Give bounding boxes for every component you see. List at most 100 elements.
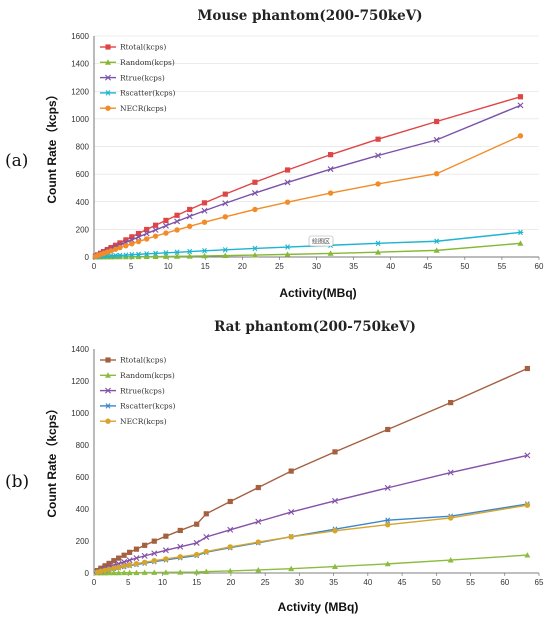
data-point bbox=[447, 557, 454, 563]
data-point bbox=[133, 546, 140, 552]
data-point bbox=[284, 167, 291, 173]
legend-label: Random(kcps) bbox=[120, 58, 175, 67]
data-point bbox=[144, 226, 150, 233]
x-tick-label: 35 bbox=[349, 262, 358, 271]
y-tick-label: 1200 bbox=[71, 87, 89, 96]
data-point bbox=[517, 229, 524, 236]
data-point bbox=[255, 484, 261, 491]
data-point bbox=[331, 497, 338, 504]
data-point bbox=[433, 247, 440, 253]
x-tick-label: 0 bbox=[92, 578, 97, 587]
y-tick-label: 1400 bbox=[71, 60, 89, 69]
legend-marker bbox=[105, 90, 111, 96]
data-point bbox=[252, 206, 258, 213]
data-point bbox=[174, 218, 181, 225]
legend-item: Rtrue(kcps) bbox=[100, 386, 165, 395]
legend-label: Rtrue(kcps) bbox=[120, 73, 165, 82]
data-point bbox=[385, 426, 391, 433]
y-tick-label: 600 bbox=[76, 473, 90, 482]
data-point bbox=[186, 213, 193, 220]
data-point bbox=[222, 252, 229, 259]
x-tick-label: 35 bbox=[329, 578, 338, 587]
data-point bbox=[201, 200, 208, 206]
x-tick-label: 5 bbox=[129, 262, 134, 271]
data-point bbox=[111, 558, 117, 564]
data-point bbox=[128, 253, 135, 260]
data-point bbox=[151, 557, 157, 564]
y-axis-title-b: Count Rate（kcps） bbox=[44, 402, 59, 517]
data-point bbox=[177, 554, 183, 560]
x-tick-label: 10 bbox=[158, 578, 167, 587]
series-b-1 bbox=[94, 552, 531, 576]
data-point bbox=[102, 567, 108, 573]
y-axis-title-a: Count Rate（kcps） bbox=[44, 88, 59, 203]
legend-item: NECR(kcps) bbox=[100, 417, 167, 426]
series-a-1 bbox=[92, 240, 524, 260]
legend-marker bbox=[105, 44, 111, 50]
x-tick-label: 60 bbox=[535, 262, 544, 271]
legend-label: NECR(kcps) bbox=[120, 417, 167, 426]
x-tick-label: 15 bbox=[192, 578, 201, 587]
legend-label: NECR(kcps) bbox=[120, 104, 167, 113]
data-point bbox=[385, 521, 391, 528]
data-point bbox=[384, 517, 391, 523]
data-point bbox=[434, 118, 440, 125]
y-tick-label: 800 bbox=[76, 441, 90, 450]
data-point bbox=[133, 561, 140, 567]
y-tick-label: 1600 bbox=[71, 32, 89, 41]
data-point bbox=[222, 214, 228, 220]
chart-title-b: Rat phantom(200-750keV) bbox=[214, 319, 416, 335]
x-tick-label: 55 bbox=[466, 578, 475, 587]
series-line bbox=[95, 242, 521, 258]
series-b-0 bbox=[94, 365, 530, 574]
data-point bbox=[186, 253, 193, 259]
legend-a: Rtotal(kcps) Random(kcps) Rtrue(kcps) Rscat… bbox=[100, 43, 176, 113]
data-point bbox=[433, 238, 440, 245]
data-point bbox=[126, 569, 133, 576]
y-tick-label: 400 bbox=[76, 198, 90, 207]
x-axis-title-b: Activity (MBq) bbox=[278, 600, 359, 614]
data-point bbox=[152, 226, 159, 233]
data-point bbox=[186, 223, 193, 230]
data-point bbox=[141, 552, 148, 559]
legend-marker bbox=[105, 357, 111, 363]
data-point bbox=[106, 560, 112, 566]
data-point bbox=[201, 248, 208, 254]
data-point bbox=[126, 562, 133, 568]
data-point bbox=[284, 179, 291, 186]
data-point bbox=[151, 550, 158, 557]
x-tick-label: 20 bbox=[226, 578, 235, 587]
data-point bbox=[121, 558, 128, 565]
data-point bbox=[193, 569, 200, 575]
data-point bbox=[524, 365, 530, 372]
y-tick-label: 1200 bbox=[71, 377, 89, 386]
x-tick-label: 10 bbox=[164, 262, 173, 271]
data-point bbox=[135, 238, 142, 245]
data-point bbox=[111, 565, 117, 571]
data-point bbox=[152, 253, 159, 259]
data-point bbox=[121, 563, 127, 569]
y-tick-label: 200 bbox=[76, 225, 90, 234]
x-tick-label: 30 bbox=[312, 262, 321, 271]
data-point bbox=[133, 569, 140, 576]
data-point bbox=[201, 207, 208, 214]
data-point bbox=[517, 133, 524, 139]
data-point bbox=[141, 559, 148, 565]
data-point bbox=[448, 400, 454, 406]
data-point bbox=[201, 252, 208, 259]
data-point bbox=[129, 234, 135, 240]
legend-label: Rscatter(kcps) bbox=[120, 89, 176, 98]
legend-label: Rscatter(kcps) bbox=[120, 402, 176, 411]
data-point bbox=[375, 249, 382, 255]
data-point bbox=[327, 152, 334, 158]
data-point bbox=[227, 567, 234, 574]
data-point bbox=[203, 511, 209, 517]
tooltip-label: 绘图区 bbox=[312, 238, 330, 246]
data-point bbox=[203, 534, 210, 540]
data-point bbox=[108, 245, 114, 251]
data-point bbox=[252, 179, 258, 185]
data-point bbox=[288, 509, 295, 516]
data-point bbox=[201, 219, 208, 225]
series-line bbox=[97, 454, 528, 573]
y-tick-label: 0 bbox=[85, 569, 90, 578]
